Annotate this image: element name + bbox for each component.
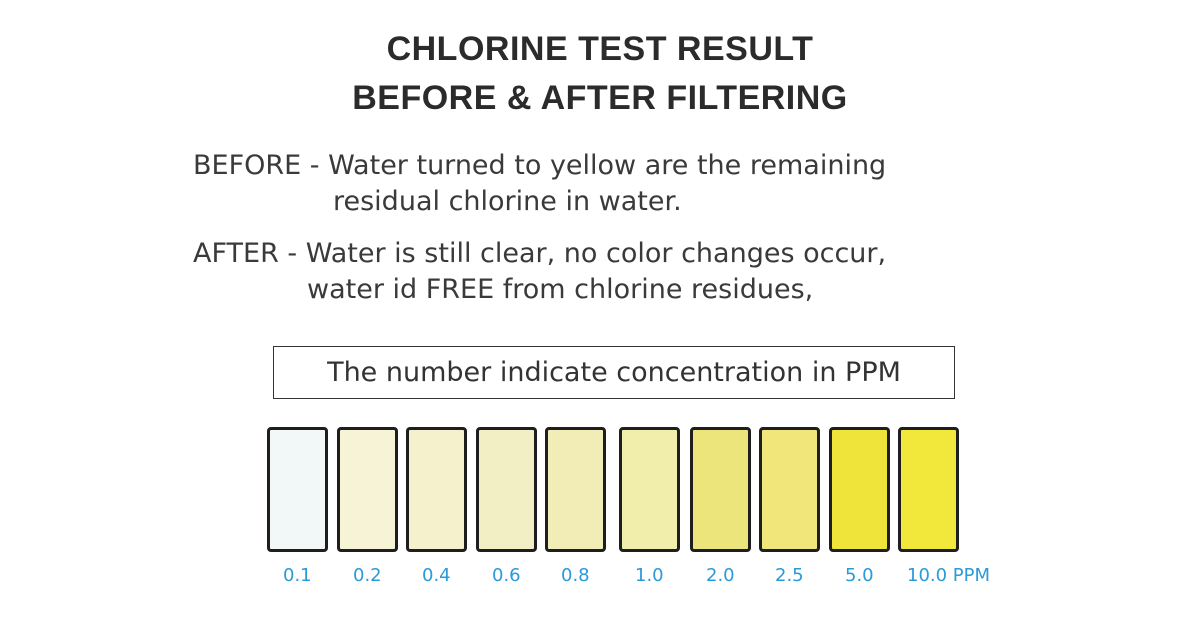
color-swatch bbox=[337, 427, 398, 552]
title-line-2: BEFORE & AFTER FILTERING bbox=[352, 79, 848, 117]
title-line-1: CHLORINE TEST RESULT bbox=[386, 30, 814, 68]
scale-label: 5.0 bbox=[845, 565, 874, 586]
color-swatch bbox=[690, 427, 751, 552]
color-swatch bbox=[545, 427, 606, 552]
scale-label: 1.0 bbox=[635, 565, 664, 586]
scale-label: 2.0 bbox=[706, 565, 735, 586]
scale-label: 0.4 bbox=[422, 565, 451, 586]
color-swatch bbox=[406, 427, 467, 552]
color-swatch bbox=[476, 427, 537, 552]
scale-label: 0.2 bbox=[353, 565, 382, 586]
color-swatch bbox=[267, 427, 328, 552]
before-description-line-1: BEFORE - Water turned to yellow are the … bbox=[193, 150, 887, 181]
ppm-note-box: The number indicate concentration in PPM bbox=[273, 346, 955, 399]
color-swatch bbox=[829, 427, 890, 552]
scale-label: 0.6 bbox=[492, 565, 521, 586]
scale-label: 2.5 bbox=[775, 565, 804, 586]
color-swatch bbox=[619, 427, 680, 552]
before-description-line-2: residual chlorine in water. bbox=[333, 186, 682, 217]
after-description-line-1: AFTER - Water is still clear, no color c… bbox=[193, 238, 887, 269]
scale-label: 0.1 bbox=[283, 565, 312, 586]
scale-label: 0.8 bbox=[561, 565, 590, 586]
scale-label: 10.0 PPM bbox=[907, 565, 991, 586]
color-swatch bbox=[898, 427, 959, 552]
ppm-note-text: The number indicate concentration in PPM bbox=[327, 357, 901, 388]
color-swatch bbox=[759, 427, 820, 552]
after-description-line-2: water id FREE from chlorine residues, bbox=[307, 274, 814, 305]
